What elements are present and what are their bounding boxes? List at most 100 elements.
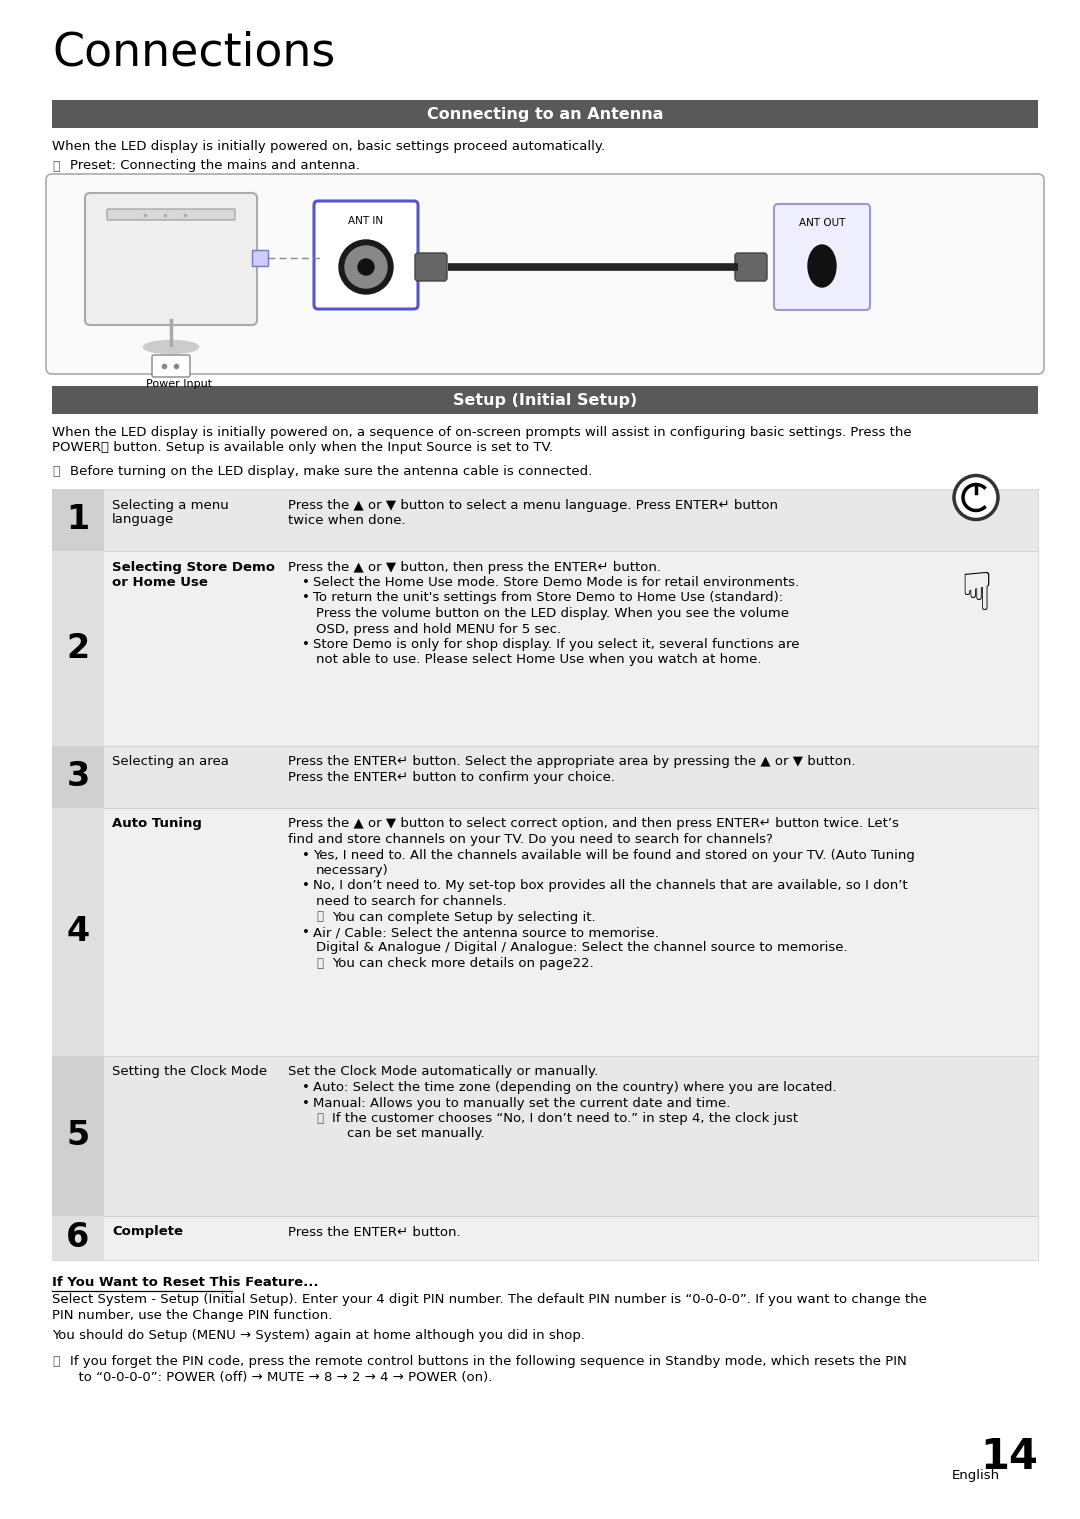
Text: Ⓨ: Ⓨ	[316, 910, 323, 924]
FancyBboxPatch shape	[52, 1056, 1038, 1215]
Text: When the LED display is initially powered on, basic settings proceed automatical: When the LED display is initially powere…	[52, 140, 605, 153]
Text: Press the ENTER↵ button.: Press the ENTER↵ button.	[288, 1226, 461, 1238]
Text: ☟: ☟	[960, 568, 993, 620]
FancyBboxPatch shape	[52, 1056, 104, 1215]
Text: Store Demo is only for shop display. If you select it, several functions are: Store Demo is only for shop display. If …	[313, 638, 799, 652]
Text: twice when done.: twice when done.	[288, 513, 406, 527]
Text: No, I don’t need to. My set-top box provides all the channels that are available: No, I don’t need to. My set-top box prov…	[313, 880, 907, 893]
FancyBboxPatch shape	[314, 201, 418, 308]
Text: If You Want to Reset This Feature...: If You Want to Reset This Feature...	[52, 1276, 319, 1288]
FancyBboxPatch shape	[52, 550, 1038, 746]
Text: 3: 3	[66, 760, 90, 793]
Text: Yes, I need to. All the channels available will be found and stored on your TV. : Yes, I need to. All the channels availab…	[313, 849, 915, 861]
Text: Ⓨ: Ⓨ	[316, 1112, 323, 1126]
Text: Connections: Connections	[52, 30, 335, 74]
Text: not able to use. Please select Home Use when you watch at home.: not able to use. Please select Home Use …	[316, 653, 761, 667]
FancyBboxPatch shape	[52, 550, 104, 746]
Text: 5: 5	[66, 1120, 90, 1151]
Text: Press the ▲ or ▼ button to select correct option, and then press ENTER↵ button t: Press the ▲ or ▼ button to select correc…	[288, 817, 899, 831]
Text: •: •	[302, 591, 310, 605]
Circle shape	[954, 475, 998, 519]
Text: need to search for channels.: need to search for channels.	[316, 895, 507, 908]
Text: find and store channels on your TV. Do you need to search for channels?: find and store channels on your TV. Do y…	[288, 832, 773, 846]
Text: You should do Setup (MENU → System) again at home although you did in shop.: You should do Setup (MENU → System) agai…	[52, 1329, 585, 1343]
FancyBboxPatch shape	[52, 808, 1038, 1056]
FancyBboxPatch shape	[415, 254, 447, 281]
Text: When the LED display is initially powered on, a sequence of on-screen prompts wi: When the LED display is initially powere…	[52, 425, 912, 439]
Text: If you forget the PIN code, press the remote control buttons in the following se: If you forget the PIN code, press the re…	[70, 1355, 907, 1369]
Text: Auto: Select the time zone (depending on the country) where you are located.: Auto: Select the time zone (depending on…	[313, 1082, 837, 1094]
FancyBboxPatch shape	[52, 489, 104, 550]
Text: You can complete Setup by selecting it.: You can complete Setup by selecting it.	[332, 910, 596, 924]
Text: ANT OUT: ANT OUT	[799, 219, 846, 228]
Text: Setting the Clock Mode: Setting the Clock Mode	[112, 1065, 267, 1078]
FancyBboxPatch shape	[252, 251, 268, 266]
Text: •: •	[302, 849, 310, 861]
FancyBboxPatch shape	[52, 100, 1038, 128]
Text: Air / Cable: Select the antenna source to memorise.: Air / Cable: Select the antenna source t…	[313, 927, 659, 939]
Text: You can check more details on page22.: You can check more details on page22.	[332, 957, 594, 971]
Text: Before turning on the LED display, make sure the antenna cable is connected.: Before turning on the LED display, make …	[70, 465, 592, 478]
Text: OSD, press and hold MENU for 5 sec.: OSD, press and hold MENU for 5 sec.	[316, 623, 562, 635]
Text: POWER⒨ button. Setup is available only when the Input Source is set to TV.: POWER⒨ button. Setup is available only w…	[52, 442, 553, 454]
Text: Press the ENTER↵ button to confirm your choice.: Press the ENTER↵ button to confirm your …	[288, 772, 615, 784]
Text: necessary): necessary)	[316, 864, 389, 876]
Text: Digital & Analogue / Digital / Analogue: Select the channel source to memorise.: Digital & Analogue / Digital / Analogue:…	[316, 942, 848, 954]
FancyBboxPatch shape	[52, 386, 1038, 415]
FancyBboxPatch shape	[52, 1215, 104, 1259]
Circle shape	[339, 240, 393, 295]
Text: Preset: Connecting the mains and antenna.: Preset: Connecting the mains and antenna…	[70, 159, 360, 173]
Circle shape	[357, 260, 374, 275]
Circle shape	[345, 246, 387, 289]
Text: Setup (Initial Setup): Setup (Initial Setup)	[453, 392, 637, 407]
Text: Selecting Store Demo
or Home Use: Selecting Store Demo or Home Use	[112, 561, 275, 588]
Text: •: •	[302, 927, 310, 939]
Text: Ⓨ: Ⓨ	[52, 1355, 59, 1369]
Text: •: •	[302, 576, 310, 589]
Text: 2: 2	[67, 632, 90, 664]
FancyBboxPatch shape	[152, 355, 190, 377]
Text: If the customer chooses “No, I don’t need to.” in step 4, the clock just: If the customer chooses “No, I don’t nee…	[332, 1112, 798, 1126]
Text: ANT IN: ANT IN	[349, 216, 383, 226]
FancyBboxPatch shape	[52, 808, 104, 1056]
Text: •: •	[302, 880, 310, 893]
Text: •: •	[302, 1097, 310, 1109]
Text: 4: 4	[67, 914, 90, 948]
FancyBboxPatch shape	[107, 210, 235, 220]
FancyBboxPatch shape	[52, 1215, 1038, 1259]
FancyBboxPatch shape	[735, 254, 767, 281]
Ellipse shape	[144, 340, 199, 354]
Text: Selecting a menu
language: Selecting a menu language	[112, 498, 229, 527]
Text: Press the ▲ or ▼ button to select a menu language. Press ENTER↵ button: Press the ▲ or ▼ button to select a menu…	[288, 498, 778, 512]
Text: 6: 6	[66, 1221, 90, 1255]
Text: to “0-0-0-0”: POWER (off) → MUTE → 8 → 2 → 4 → POWER (on).: to “0-0-0-0”: POWER (off) → MUTE → 8 → 2…	[70, 1370, 492, 1384]
FancyBboxPatch shape	[774, 204, 870, 310]
Text: Set the Clock Mode automatically or manually.: Set the Clock Mode automatically or manu…	[288, 1065, 598, 1078]
Ellipse shape	[808, 245, 836, 287]
Text: 1: 1	[67, 503, 90, 536]
Text: •: •	[302, 638, 310, 652]
Text: Ⓨ: Ⓨ	[52, 465, 59, 478]
Text: To return the unit's settings from Store Demo to Home Use (standard):: To return the unit's settings from Store…	[313, 591, 783, 605]
Text: PIN number, use the Change PIN function.: PIN number, use the Change PIN function.	[52, 1309, 333, 1322]
Text: Press the ▲ or ▼ button, then press the ENTER↵ button.: Press the ▲ or ▼ button, then press the …	[288, 561, 661, 574]
Text: Ⓨ: Ⓨ	[52, 159, 59, 173]
Text: Selecting an area: Selecting an area	[112, 755, 229, 769]
FancyBboxPatch shape	[85, 193, 257, 325]
Text: Connecting to an Antenna: Connecting to an Antenna	[427, 106, 663, 122]
Text: Select the Home Use mode. Store Demo Mode is for retail environments.: Select the Home Use mode. Store Demo Mod…	[313, 576, 799, 589]
FancyBboxPatch shape	[52, 489, 1038, 550]
Text: English: English	[951, 1469, 1000, 1483]
FancyBboxPatch shape	[46, 175, 1044, 374]
Text: can be set manually.: can be set manually.	[330, 1127, 485, 1141]
Text: •: •	[302, 1082, 310, 1094]
Text: Complete: Complete	[112, 1226, 183, 1238]
Text: 14: 14	[981, 1435, 1038, 1478]
Text: Press the volume button on the LED display. When you see the volume: Press the volume button on the LED displ…	[316, 608, 789, 620]
Text: Manual: Allows you to manually set the current date and time.: Manual: Allows you to manually set the c…	[313, 1097, 730, 1109]
Text: Press the ENTER↵ button. Select the appropriate area by pressing the ▲ or ▼ butt: Press the ENTER↵ button. Select the appr…	[288, 755, 855, 769]
Text: Auto Tuning: Auto Tuning	[112, 817, 202, 831]
Text: Power Input: Power Input	[146, 380, 212, 389]
Text: Select System - Setup (Initial Setup). Enter your 4 digit PIN number. The defaul: Select System - Setup (Initial Setup). E…	[52, 1294, 927, 1306]
FancyBboxPatch shape	[52, 746, 104, 808]
